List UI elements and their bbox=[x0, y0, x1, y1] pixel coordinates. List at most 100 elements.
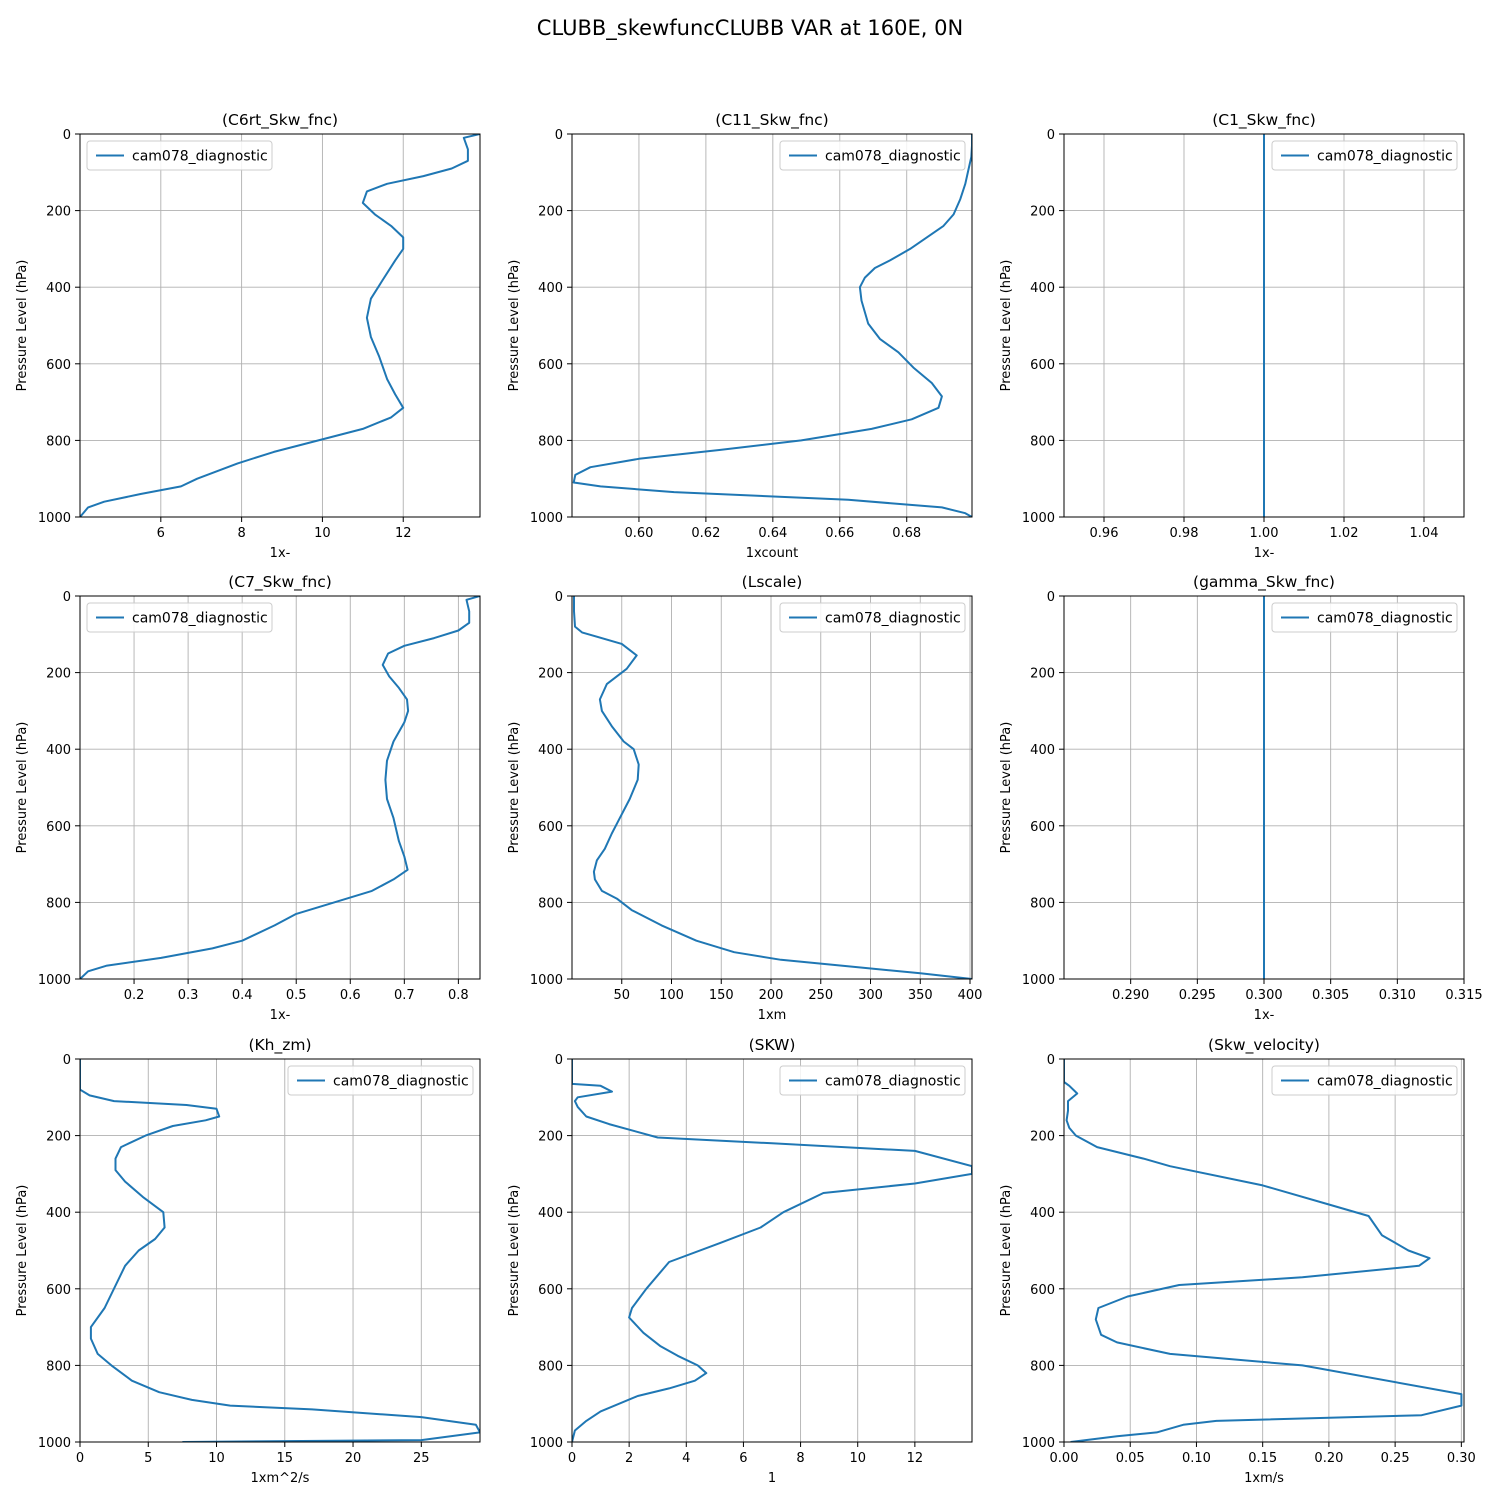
x-tick-label: 10 bbox=[314, 526, 331, 541]
y-axis-label: Pressure Level (hPa) bbox=[15, 722, 30, 854]
x-tick-label: 150 bbox=[709, 988, 734, 1003]
x-tick-label: 12 bbox=[907, 1451, 924, 1466]
series-line bbox=[80, 1059, 480, 1442]
subplot-5: 50 100 150 200 250 300 350 400 0 200 400 600 800 1000… bbox=[507, 573, 982, 1023]
y-tick-label: 600 bbox=[1030, 358, 1055, 373]
x-tick-label: 50 bbox=[613, 988, 630, 1003]
y-tick-label: 200 bbox=[538, 205, 563, 220]
series-line bbox=[573, 596, 972, 979]
y-tick-label: 0 bbox=[1047, 128, 1055, 143]
y-tick-label: 1000 bbox=[1022, 511, 1055, 526]
x-tick-label: 0.15 bbox=[1248, 1451, 1277, 1466]
y-tick-label: 600 bbox=[538, 1283, 563, 1298]
x-tick-label: 10 bbox=[208, 1451, 225, 1466]
legend-box bbox=[1271, 1065, 1458, 1096]
y-tick-label: 1000 bbox=[1022, 973, 1055, 988]
y-tick-label: 400 bbox=[1030, 281, 1055, 296]
x-tick-label: 0.96 bbox=[1090, 526, 1119, 541]
y-tick-label: 200 bbox=[1030, 1130, 1055, 1145]
subplot-2: 0.60 0.62 0.64 0.66 0.68 0 200 400 600 800 1000 (C1… bbox=[507, 111, 973, 561]
x-axis-label: 1x- bbox=[1254, 1008, 1275, 1023]
x-tick-label: 300 bbox=[858, 988, 883, 1003]
y-tick-label: 1000 bbox=[530, 511, 563, 526]
y-tick-label: 200 bbox=[1030, 205, 1055, 220]
y-tick-label: 1000 bbox=[38, 973, 71, 988]
x-tick-label: 0.00 bbox=[1050, 1451, 1079, 1466]
axes-frame bbox=[79, 133, 481, 518]
x-tick-label: 0.05 bbox=[1116, 1451, 1145, 1466]
legend: cam078_diagnostic bbox=[779, 602, 966, 633]
legend: cam078_diagnostic bbox=[1271, 1065, 1458, 1096]
y-tick-label: 200 bbox=[538, 1130, 563, 1145]
x-tick-label: 0.305 bbox=[1312, 988, 1349, 1003]
legend: cam078_diagnostic bbox=[779, 140, 966, 171]
legend-label: cam078_diagnostic bbox=[132, 611, 268, 627]
y-tick-label: 600 bbox=[1030, 1283, 1055, 1298]
y-tick-label: 600 bbox=[538, 820, 563, 835]
x-tick-label: 0.5 bbox=[286, 988, 307, 1003]
x-tick-label: 0.6 bbox=[340, 988, 361, 1003]
legend: cam078_diagnostic bbox=[1271, 602, 1458, 633]
x-tick-label: 200 bbox=[759, 988, 784, 1003]
legend-box bbox=[1271, 140, 1458, 171]
subplot-3: 0.96 0.98 1.00 1.02 1.04 0 200 400 600 800 1000 (C1… bbox=[999, 111, 1465, 561]
y-tick-label: 600 bbox=[46, 820, 71, 835]
axes-frame bbox=[1063, 1058, 1465, 1443]
x-tick-label: 20 bbox=[345, 1451, 362, 1466]
y-tick-label: 0 bbox=[63, 590, 71, 605]
x-tick-label: 0.310 bbox=[1379, 988, 1416, 1003]
subplot-7: 0 5 10 15 20 25 0 200 400 600 800 1000 (Kh_zm) 1xm^2/… bbox=[15, 1036, 481, 1486]
x-tick-label: 0.7 bbox=[394, 988, 415, 1003]
y-tick-label: 400 bbox=[46, 281, 71, 296]
y-tick-label: 600 bbox=[538, 358, 563, 373]
legend: cam078_diagnostic bbox=[86, 602, 273, 633]
legend-label: cam078_diagnostic bbox=[825, 1074, 961, 1090]
subplot-4: 0.2 0.3 0.4 0.5 0.6 0.7 0.8 0 200 400 600 800 1000 (C… bbox=[15, 573, 481, 1023]
subplot-title: (Skw_velocity) bbox=[1208, 1036, 1320, 1055]
legend: cam078_diagnostic bbox=[86, 140, 273, 171]
x-tick-label: 6 bbox=[157, 526, 165, 541]
x-tick-label: 350 bbox=[908, 988, 933, 1003]
x-tick-label: 0.66 bbox=[825, 526, 854, 541]
legend-box bbox=[779, 140, 966, 171]
y-axis-label: Pressure Level (hPa) bbox=[507, 1185, 522, 1317]
series-line bbox=[1064, 1059, 1463, 1442]
x-tick-label: 1.00 bbox=[1250, 526, 1279, 541]
series-line bbox=[80, 134, 480, 517]
subplot-9: 0.00 0.05 0.10 0.15 0.20 0.25 0.30 0 200 400 600 80… bbox=[999, 1036, 1476, 1486]
axes-frame bbox=[571, 133, 973, 518]
y-tick-label: 1000 bbox=[530, 973, 563, 988]
y-tick-label: 0 bbox=[1047, 590, 1055, 605]
y-axis-label: Pressure Level (hPa) bbox=[507, 260, 522, 392]
subplot-title: (Kh_zm) bbox=[248, 1036, 311, 1055]
y-axis-label: Pressure Level (hPa) bbox=[15, 260, 30, 392]
x-tick-label: 0.30 bbox=[1447, 1451, 1476, 1466]
y-tick-label: 800 bbox=[46, 896, 71, 911]
y-tick-label: 800 bbox=[1030, 1359, 1055, 1374]
y-tick-label: 800 bbox=[538, 434, 563, 449]
subplot-1: 6 8 10 12 0 200 400 600 800 1000 (C6rt_Skw_fnc) 1x-… bbox=[15, 111, 481, 561]
y-tick-label: 600 bbox=[1030, 820, 1055, 835]
x-axis-label: 1x- bbox=[270, 546, 291, 561]
legend: cam078_diagnostic bbox=[287, 1065, 474, 1096]
y-tick-label: 1000 bbox=[38, 511, 71, 526]
x-tick-label: 15 bbox=[277, 1451, 294, 1466]
legend: cam078_diagnostic bbox=[779, 1065, 966, 1096]
subplot-title: (C6rt_Skw_fnc) bbox=[222, 111, 338, 130]
x-tick-label: 0.3 bbox=[178, 988, 199, 1003]
figure-title: CLUBB_skewfuncCLUBB VAR at 160E, 0N bbox=[536, 16, 964, 40]
x-tick-label: 0.8 bbox=[448, 988, 469, 1003]
y-tick-label: 800 bbox=[1030, 434, 1055, 449]
y-tick-label: 800 bbox=[46, 434, 71, 449]
legend-box bbox=[287, 1065, 474, 1096]
x-tick-label: 0 bbox=[76, 1451, 84, 1466]
axes-frame bbox=[79, 595, 481, 980]
legend-box bbox=[779, 602, 966, 633]
x-tick-label: 0.2 bbox=[124, 988, 145, 1003]
x-tick-label: 0 bbox=[568, 1451, 576, 1466]
y-axis-label: Pressure Level (hPa) bbox=[15, 1185, 30, 1317]
x-axis-label: 1xcount bbox=[746, 546, 798, 561]
x-tick-label: 4 bbox=[682, 1451, 690, 1466]
subplot-title: (C11_Skw_fnc) bbox=[715, 111, 828, 130]
